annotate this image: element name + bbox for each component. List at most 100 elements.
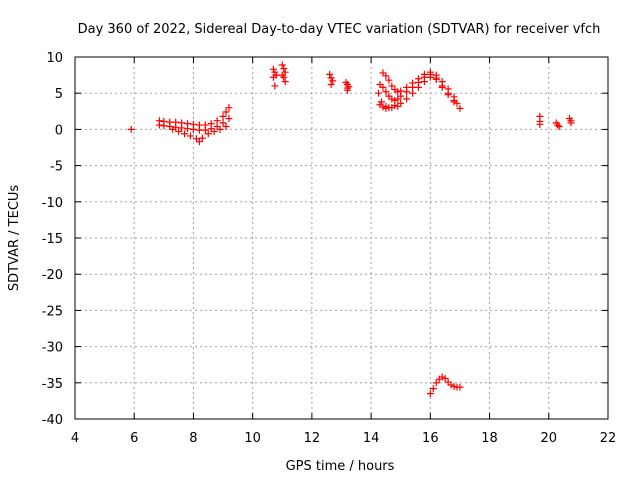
data-point xyxy=(432,379,440,387)
data-point xyxy=(397,99,405,107)
data-point xyxy=(219,112,227,120)
series-cluster-11.05h xyxy=(278,61,289,86)
data-point xyxy=(281,78,289,86)
data-point xyxy=(198,134,206,142)
data-point xyxy=(554,121,562,129)
data-point xyxy=(195,138,203,146)
data-point xyxy=(269,73,277,81)
data-point xyxy=(388,82,396,90)
data-point xyxy=(555,123,563,131)
data-point xyxy=(397,92,405,100)
data-point xyxy=(420,78,428,86)
y-tick-label: 5 xyxy=(55,87,63,102)
series-cluster-10.7h xyxy=(269,65,280,90)
x-tick-label: 16 xyxy=(422,431,439,446)
plot-frame xyxy=(74,56,609,420)
data-point xyxy=(280,65,288,73)
data-point xyxy=(189,125,197,133)
data-point xyxy=(155,121,163,129)
data-point xyxy=(391,102,399,110)
series-arc-negative xyxy=(426,373,464,398)
data-point xyxy=(201,126,209,134)
data-point xyxy=(271,82,279,90)
series-cluster-12.65h xyxy=(326,70,337,89)
data-point xyxy=(219,119,227,127)
data-point xyxy=(450,98,458,106)
data-point xyxy=(375,89,383,97)
data-point xyxy=(388,95,396,103)
data-point xyxy=(456,383,464,391)
data-point xyxy=(210,128,218,136)
series-cluster-20.3h xyxy=(552,119,563,131)
data-point xyxy=(426,390,434,398)
series-arc-afternoon-c xyxy=(375,73,464,112)
series-arc-afternoon-a xyxy=(379,68,461,107)
data-point xyxy=(382,104,390,112)
y-tick-label: 0 xyxy=(55,123,63,138)
series-cluster-20.75h xyxy=(566,115,575,127)
data-point xyxy=(345,83,353,91)
data-point xyxy=(429,385,437,393)
data-point xyxy=(222,123,230,131)
data-point xyxy=(181,130,189,138)
grid-lines xyxy=(75,57,608,419)
x-tick-label: 18 xyxy=(481,431,498,446)
data-point xyxy=(278,61,286,69)
x-tick-label: 8 xyxy=(189,431,197,446)
x-tick-label: 4 xyxy=(71,431,79,446)
y-tick-label: -40 xyxy=(42,413,63,428)
y-tick-label: -20 xyxy=(42,268,63,283)
data-points xyxy=(127,61,575,398)
data-point xyxy=(175,128,183,136)
series-cluster-13.2h xyxy=(342,78,353,94)
data-point xyxy=(379,103,387,111)
series-cluster-19.7h xyxy=(536,112,544,128)
series-arc-morning-upper xyxy=(155,104,233,129)
data-point xyxy=(382,72,390,80)
y-tick-label: -35 xyxy=(42,377,63,392)
data-point xyxy=(343,86,351,94)
data-point xyxy=(441,374,449,382)
data-point xyxy=(329,77,337,85)
data-point xyxy=(385,104,393,112)
data-point xyxy=(184,125,192,133)
data-point xyxy=(438,83,446,91)
data-point xyxy=(379,83,387,91)
series-arc-morning-lower xyxy=(169,123,230,146)
data-point xyxy=(403,88,411,96)
data-point xyxy=(186,132,194,140)
y-axis-label: SDTVAR / TECUs xyxy=(7,185,22,292)
data-point xyxy=(426,73,434,81)
data-point xyxy=(160,122,168,130)
x-tick-label: 12 xyxy=(304,431,321,446)
x-axis-label: GPS time / hours xyxy=(286,459,395,474)
x-tick-label: 6 xyxy=(130,431,138,446)
data-point xyxy=(447,381,455,389)
x-tick-label: 10 xyxy=(244,431,261,446)
x-tick-labels: 4 6 8 10 12 14 16 18 20 22 xyxy=(71,431,616,446)
data-point xyxy=(127,125,135,133)
x-tick-label: 14 xyxy=(363,431,380,446)
data-point xyxy=(178,124,186,132)
chart-title: Day 360 of 2022, Sidereal Day-to-day VTE… xyxy=(78,22,601,37)
data-point xyxy=(438,373,446,381)
data-point xyxy=(394,88,402,96)
series-arc-afternoon-d xyxy=(376,101,399,112)
y-tick-label: -15 xyxy=(42,232,63,247)
data-point xyxy=(327,81,335,89)
data-point xyxy=(450,382,458,390)
data-point xyxy=(204,130,212,138)
data-point xyxy=(456,104,464,112)
data-point xyxy=(225,115,233,123)
data-point xyxy=(403,95,411,103)
data-point xyxy=(414,83,422,91)
x-tick-label: 22 xyxy=(600,431,617,446)
y-tick-labels: -40 -35 -30 -25 -20 -15 -10 -5 0 5 10 xyxy=(42,51,63,428)
data-point xyxy=(567,119,575,127)
series-isolated-point xyxy=(127,125,135,133)
data-point xyxy=(444,91,452,99)
y-tick-label: -30 xyxy=(42,341,63,356)
data-point xyxy=(382,88,390,96)
data-point xyxy=(169,125,177,133)
